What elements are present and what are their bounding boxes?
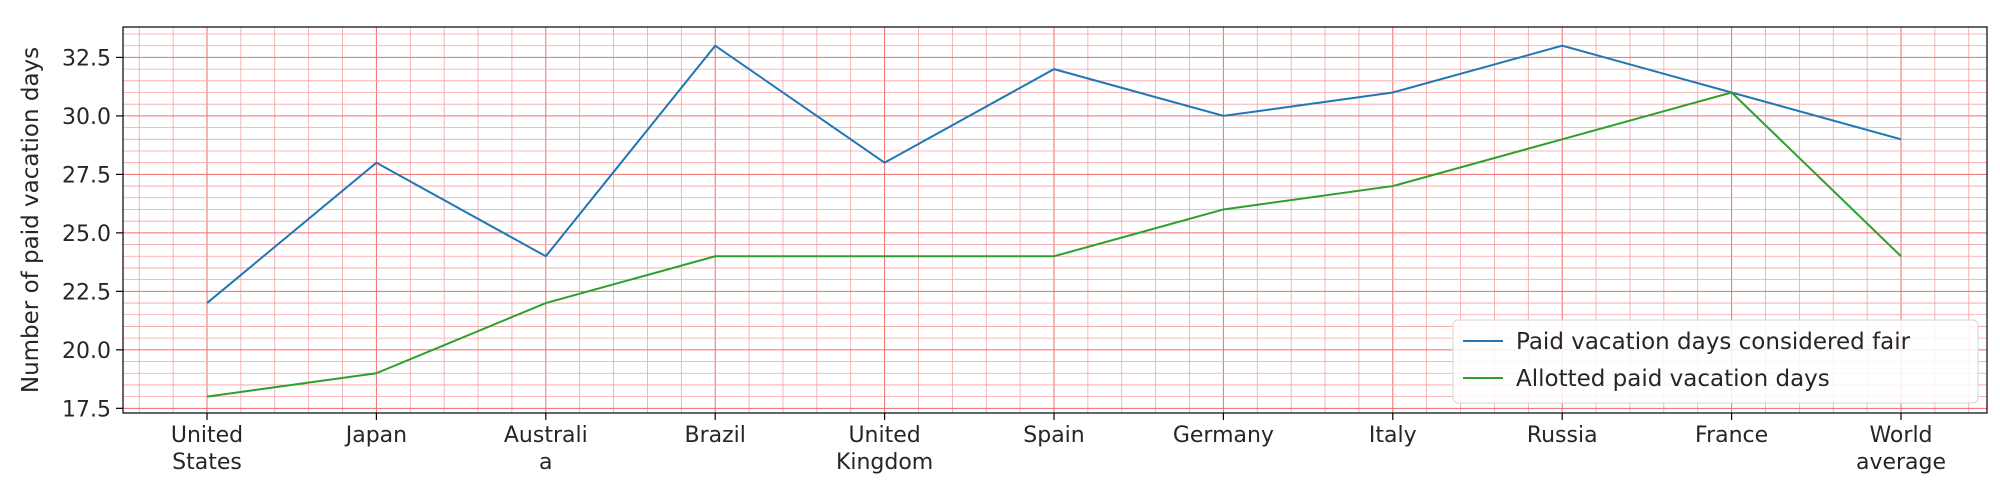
x-tick-label: Brazil bbox=[684, 423, 745, 448]
series-line-1 bbox=[206, 44, 1902, 304]
series-lines bbox=[206, 44, 1902, 398]
legend: Paid vacation days considered fair Allott… bbox=[1452, 319, 1979, 404]
y-tick-label: 32.5 bbox=[62, 46, 111, 71]
x-tick-label: Italy bbox=[1369, 423, 1417, 448]
y-tick-label: 20.0 bbox=[62, 339, 111, 364]
series-line-2 bbox=[206, 91, 1902, 398]
y-tick-label: 25.0 bbox=[62, 222, 111, 247]
x-tick-label: Japan bbox=[344, 423, 407, 448]
x-tick-label: Germany bbox=[1173, 423, 1274, 448]
x-tick-label: World average bbox=[1856, 423, 1946, 475]
x-tick-label: United Kingdom bbox=[836, 423, 933, 475]
x-tick-label: Spain bbox=[1023, 423, 1084, 448]
y-axis-label: Number of paid vacation days bbox=[18, 47, 44, 393]
y-tick-label: 22.5 bbox=[62, 280, 111, 305]
x-tick-label: Russia bbox=[1527, 423, 1598, 448]
plot-frame bbox=[122, 26, 1988, 414]
legend-label: Allotted paid vacation days bbox=[1516, 366, 1830, 392]
x-tick-label: Australi a bbox=[504, 423, 588, 475]
axis-ticks: United States Japan Australi a Brazil United Ki… bbox=[62, 46, 1946, 475]
legend-box bbox=[1452, 319, 1979, 404]
y-tick-label: 27.5 bbox=[62, 163, 111, 188]
y-tick-label: 30.0 bbox=[62, 105, 111, 130]
y-tick-label: 17.5 bbox=[62, 397, 111, 422]
x-tick-label: France bbox=[1695, 423, 1768, 448]
x-tick-label: United States bbox=[171, 423, 243, 475]
legend-label: Paid vacation days considered fair bbox=[1516, 329, 1911, 355]
